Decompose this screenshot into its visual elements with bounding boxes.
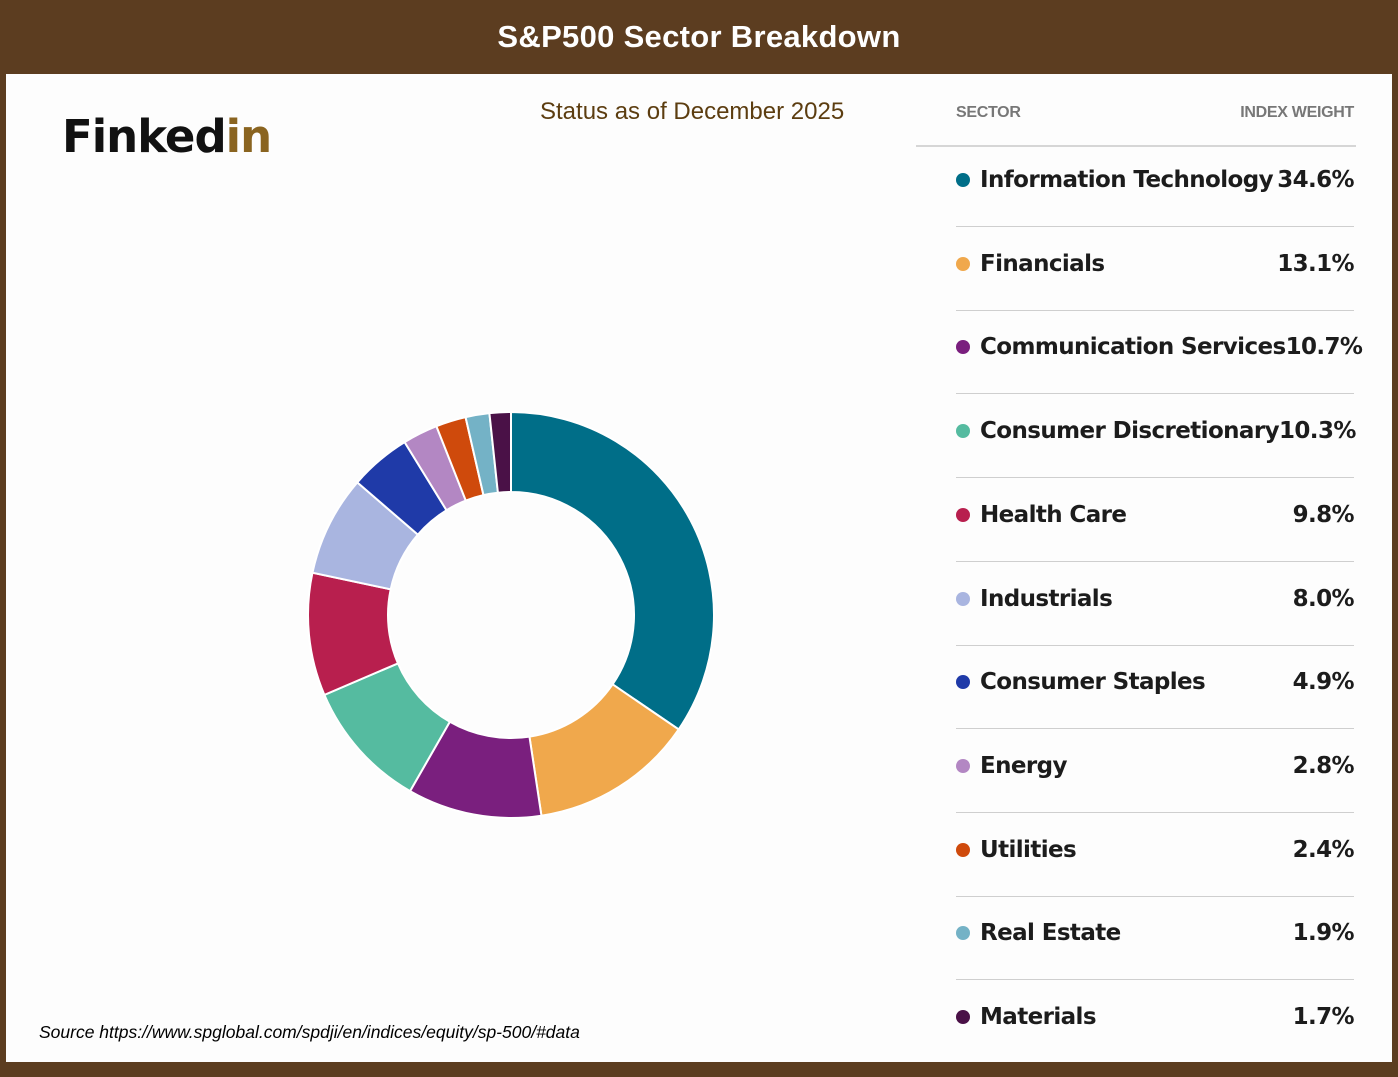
sector-weight: 2.8%: [1292, 752, 1355, 779]
sector-name: Communication Services: [980, 334, 1286, 361]
row-divider: [956, 728, 1354, 730]
legend-dot-icon: [956, 340, 970, 355]
sector-row-materials: Materials 1.7%: [956, 999, 1355, 1035]
row-divider: [956, 811, 1354, 813]
sector-column-header: SECTOR: [956, 104, 1021, 121]
sector-name: Energy: [980, 752, 1067, 779]
sector-name: Utilities: [980, 836, 1077, 863]
sector-name: Real Estate: [980, 920, 1121, 947]
header-bar: S&P500 Sector Breakdown: [0, 0, 1398, 74]
header-divider: [916, 145, 1356, 147]
sector-name: Industrials: [980, 585, 1113, 612]
finkedin-logo: Finkedin: [62, 114, 272, 159]
source-note: Source https://www.spglobal.com/spdji/en…: [39, 1022, 580, 1042]
legend-dot-icon: [956, 758, 970, 773]
sector-table: SECTOR INDEX WEIGHT Information Technolo…: [916, 74, 1363, 1062]
row-divider: [956, 393, 1354, 395]
legend-dot-icon: [956, 591, 970, 606]
sector-row-energy: Energy 2.8%: [956, 748, 1355, 784]
row-divider: [956, 895, 1354, 897]
sector-weight: 4.9%: [1292, 669, 1355, 696]
sector-weight: 2.4%: [1292, 836, 1355, 863]
sector-row-communication-services: Communication Services 10.7%: [956, 329, 1363, 365]
sector-row-industrials: Industrials 8.0%: [956, 581, 1355, 617]
legend-dot-icon: [956, 173, 970, 187]
row-divider: [956, 644, 1354, 646]
sector-weight: 9.8%: [1292, 501, 1355, 528]
sector-weight: 10.3%: [1279, 418, 1356, 445]
weight-column-header: INDEX WEIGHT: [1240, 104, 1354, 121]
legend-dot-icon: [956, 507, 970, 522]
sector-name: Consumer Staples: [980, 669, 1206, 696]
legend-dot-icon: [956, 256, 970, 271]
legend-dot-icon: [956, 1010, 970, 1024]
sector-row-information-technology: Information Technology 34.6%: [956, 162, 1355, 198]
row-divider: [956, 309, 1354, 311]
row-divider: [956, 226, 1354, 227]
sector-name: Health Care: [980, 501, 1127, 528]
row-divider: [956, 560, 1354, 562]
row-divider: [956, 979, 1354, 981]
sector-name: Materials: [980, 1004, 1097, 1030]
sector-name: Information Technology: [980, 167, 1274, 193]
content-panel: Finkedin Status as of December 2025 Sour…: [6, 74, 1392, 1062]
legend-dot-icon: [956, 842, 970, 857]
sector-row-consumer-staples: Consumer Staples 4.9%: [956, 664, 1355, 700]
chart-area: [6, 74, 906, 1062]
sector-name: Financials: [980, 250, 1105, 277]
sector-row-real-estate: Real Estate 1.9%: [956, 915, 1355, 951]
chart-subtitle: Status as of December 2025: [540, 98, 845, 125]
row-divider: [956, 477, 1354, 479]
logo-text-accent: in: [225, 110, 272, 163]
legend-dot-icon: [956, 926, 970, 941]
sector-name: Consumer Discretionary: [980, 418, 1280, 445]
sector-row-financials: Financials 13.1%: [956, 246, 1355, 282]
sector-weight: 1.7%: [1292, 1004, 1355, 1030]
sector-weight: 34.6%: [1277, 167, 1354, 193]
page-title: S&P500 Sector Breakdown: [497, 19, 901, 54]
donut-slice-information-technology: [510, 410, 715, 731]
sector-row-consumer-discretionary: Consumer Discretionary 10.3%: [956, 413, 1356, 449]
sector-row-utilities: Utilities 2.4%: [956, 832, 1355, 868]
sector-weight: 10.7%: [1285, 334, 1363, 361]
sector-weight: 1.9%: [1292, 920, 1355, 947]
logo-text-main: Finked: [62, 110, 227, 163]
donut-chart: [307, 410, 715, 819]
legend-dot-icon: [956, 675, 970, 690]
donut-slice-materials: [488, 410, 512, 494]
legend-dot-icon: [956, 424, 970, 439]
sector-weight: 8.0%: [1292, 585, 1355, 612]
sector-weight: 13.1%: [1277, 250, 1354, 277]
sector-row-health-care: Health Care 9.8%: [956, 497, 1355, 533]
